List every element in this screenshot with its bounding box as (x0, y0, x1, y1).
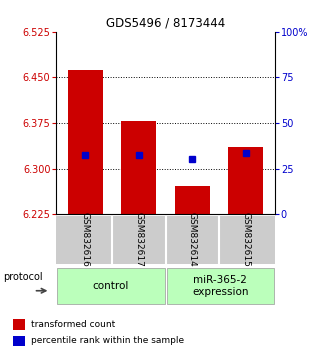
Text: percentile rank within the sample: percentile rank within the sample (31, 336, 185, 346)
Title: GDS5496 / 8173444: GDS5496 / 8173444 (106, 16, 225, 29)
Bar (57, 268, 164, 304)
Bar (68, 70, 103, 214)
Bar (228, 147, 263, 214)
Bar (13, 336, 25, 346)
Text: control: control (92, 281, 129, 291)
Text: GSM832617: GSM832617 (134, 212, 143, 267)
Text: transformed count: transformed count (31, 320, 116, 329)
Bar (167, 268, 274, 304)
Text: GSM832614: GSM832614 (188, 212, 197, 267)
Text: miR-365-2
expression: miR-365-2 expression (192, 275, 249, 297)
Bar (122, 121, 156, 214)
Bar (175, 185, 210, 214)
Text: GSM832616: GSM832616 (81, 212, 90, 267)
Text: protocol: protocol (3, 272, 43, 282)
Text: GSM832615: GSM832615 (241, 212, 250, 267)
Bar (13, 319, 25, 330)
